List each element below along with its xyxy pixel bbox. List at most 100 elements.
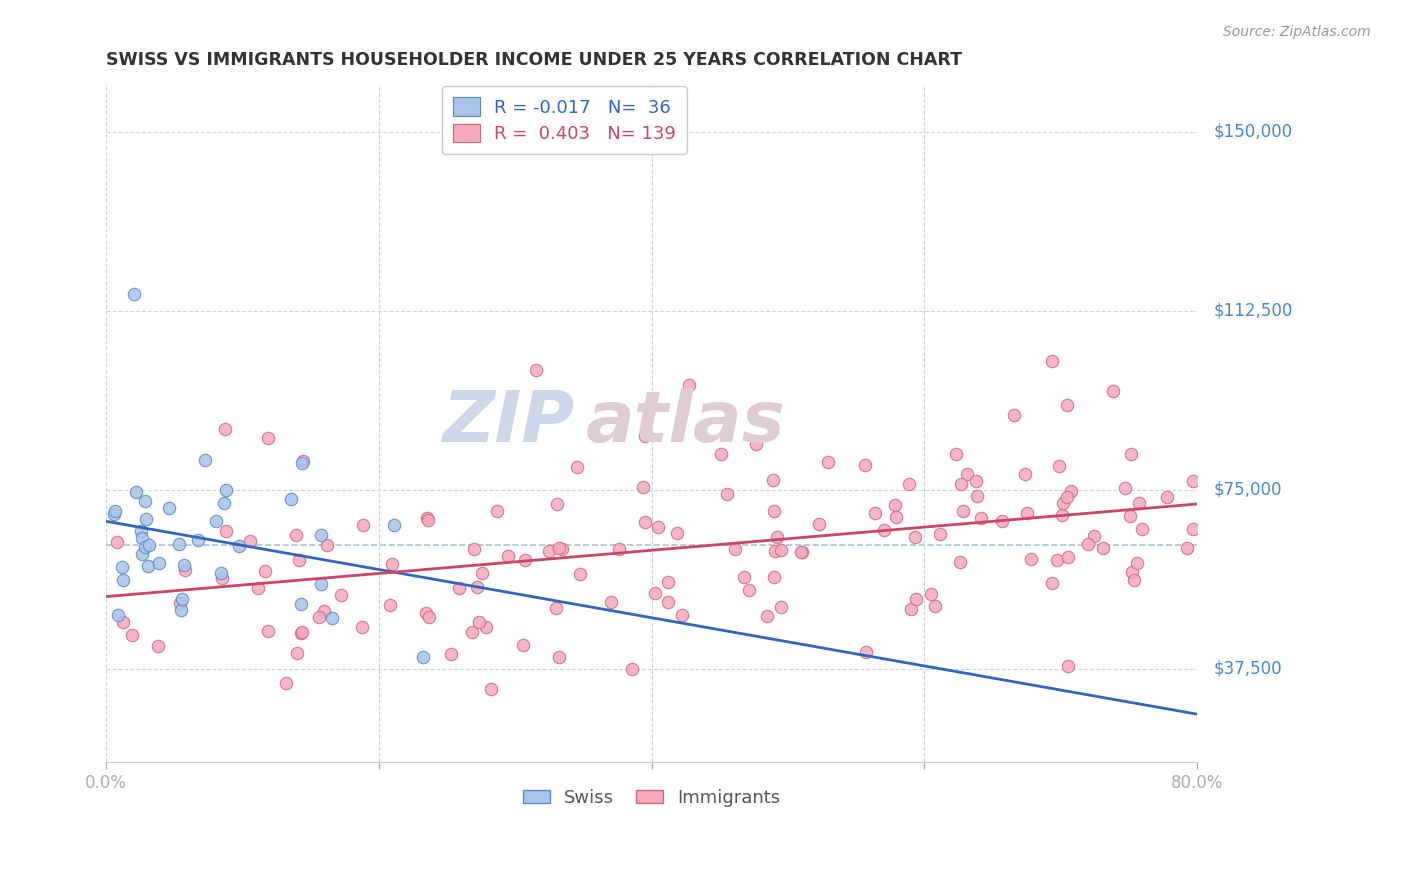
Point (257, 431, 280, 445)
Point (280, 491, 302, 506)
Legend: Swiss, Immigrants: Swiss, Immigrants (516, 781, 787, 814)
Point (644, 585, 666, 599)
Point (763, 544, 786, 558)
Point (1128, 496, 1150, 510)
Point (600, 595, 623, 609)
Point (657, 575, 679, 590)
Point (211, 571, 233, 585)
Text: $150,000: $150,000 (1213, 123, 1292, 141)
Point (807, 517, 830, 532)
Point (1050, 508, 1073, 522)
Point (965, 475, 987, 489)
Point (485, 504, 508, 518)
Point (551, 542, 574, 557)
Point (104, 504, 127, 518)
Point (138, 538, 160, 552)
Point (745, 437, 768, 451)
Point (479, 681, 502, 696)
Point (111, 560, 134, 574)
Point (657, 595, 679, 609)
Point (146, 639, 169, 653)
Point (285, 527, 308, 541)
Point (228, 539, 250, 553)
Point (134, 540, 156, 554)
Point (548, 541, 571, 556)
Point (1119, 509, 1142, 524)
Point (1056, 398, 1078, 412)
Point (546, 600, 568, 615)
Point (215, 524, 238, 539)
Point (415, 606, 437, 620)
Point (817, 455, 839, 469)
Point (111, 615, 134, 629)
Point (647, 520, 669, 534)
Point (105, 534, 128, 549)
Point (1040, 576, 1063, 591)
Point (952, 503, 974, 517)
Point (1156, 490, 1178, 504)
Point (111, 573, 134, 587)
Point (1175, 541, 1198, 555)
Point (955, 467, 977, 482)
Point (136, 558, 159, 573)
Point (678, 377, 700, 392)
Text: $75,000: $75,000 (1213, 481, 1282, 499)
Point (1123, 573, 1146, 587)
Point (770, 543, 793, 558)
Text: Source: ZipAtlas.com: Source: ZipAtlas.com (1223, 25, 1371, 39)
Point (1046, 553, 1069, 567)
Point (194, 453, 217, 467)
Point (1056, 490, 1078, 504)
Point (737, 582, 759, 597)
Point (212, 496, 235, 510)
Point (966, 489, 988, 503)
Point (883, 498, 905, 512)
Point (257, 624, 280, 639)
Point (621, 662, 644, 676)
Point (382, 517, 405, 532)
Point (173, 558, 195, 572)
Point (1017, 506, 1039, 520)
Point (475, 620, 498, 634)
Point (716, 487, 738, 501)
Point (945, 447, 967, 461)
Point (131, 532, 153, 546)
Point (991, 514, 1014, 528)
Point (135, 512, 157, 526)
Point (309, 576, 332, 591)
Point (468, 615, 491, 629)
Point (291, 456, 314, 470)
Point (756, 608, 779, 623)
Point (412, 649, 434, 664)
Point (634, 515, 657, 529)
Point (569, 567, 592, 582)
Point (103, 507, 125, 521)
Point (920, 587, 942, 601)
Point (733, 570, 755, 584)
Point (929, 527, 952, 541)
Point (204, 514, 226, 528)
Point (496, 549, 519, 563)
Point (285, 646, 308, 660)
Point (763, 504, 786, 518)
Point (1126, 556, 1149, 570)
Point (288, 553, 311, 567)
Point (897, 477, 920, 491)
Point (1182, 474, 1205, 488)
Point (790, 545, 813, 559)
Point (416, 514, 439, 528)
Text: $37,500: $37,500 (1213, 660, 1282, 678)
Point (724, 541, 747, 556)
Point (330, 588, 353, 602)
Point (665, 525, 688, 540)
Point (148, 556, 170, 570)
Point (167, 537, 190, 551)
Point (900, 602, 922, 616)
Point (169, 596, 191, 610)
Point (186, 533, 208, 547)
Point (1002, 409, 1025, 423)
Point (471, 566, 494, 581)
Point (904, 530, 927, 544)
Point (537, 544, 560, 558)
Point (863, 506, 886, 520)
